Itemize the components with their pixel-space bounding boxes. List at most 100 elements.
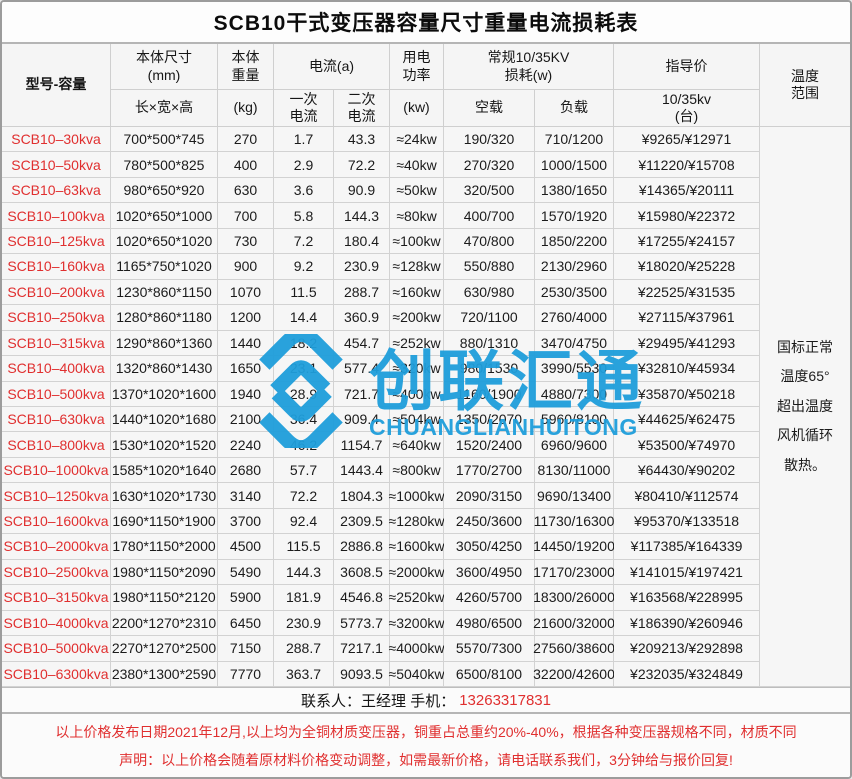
secondary-current-cell: 1154.7 — [334, 432, 390, 458]
weight-cell: 5490 — [218, 559, 274, 586]
model-cell: SCB10–5000kva — [2, 636, 111, 662]
model-cell: SCB10–3150kva — [2, 585, 111, 611]
model-cell: SCB10–400kva — [2, 356, 111, 382]
no-load-loss-cell: 1520/2400 — [444, 432, 535, 458]
secondary-current-cell: 4546.8 — [334, 585, 390, 611]
primary-current-cell: 1.7 — [274, 127, 334, 153]
power-cell: ≈1000kw — [389, 483, 444, 509]
header-load-loss: 负载 — [535, 90, 614, 127]
power-cell: ≈640kw — [390, 432, 444, 458]
size-cell: 2270*1270*2500 — [111, 636, 218, 662]
weight-cell: 7770 — [218, 661, 274, 687]
model-cell: SCB10–500kva — [2, 381, 111, 407]
model-cell: SCB10–2500kva — [2, 559, 111, 586]
load-loss-cell: 18300/26000 — [533, 585, 615, 611]
price-cell: ¥232035/¥324849 — [614, 661, 760, 687]
table-header: 型号-容量 本体尺寸 (mm) 本体 重量 电流(a) 用电 功率 常规10/3… — [2, 44, 850, 127]
power-cell: ≈400kw — [390, 381, 444, 407]
primary-current-cell: 46.2 — [274, 432, 334, 458]
price-cell: ¥44625/¥62475 — [614, 406, 760, 433]
power-cell: ≈100kw — [390, 228, 444, 255]
weight-cell: 1940 — [218, 381, 274, 407]
load-loss-cell: 6960/9600 — [535, 432, 614, 458]
size-cell: 980*650*920 — [111, 177, 218, 204]
header-current: 电流(a) — [274, 44, 390, 90]
header-price-unit: 10/35kv (台) — [614, 90, 760, 127]
primary-current-cell: 57.7 — [274, 457, 334, 484]
power-cell: ≈5040kw — [389, 661, 444, 687]
weight-cell: 1440 — [218, 330, 274, 357]
power-cell: ≈2520kw — [389, 585, 444, 611]
weight-cell: 2240 — [218, 432, 274, 458]
no-load-loss-cell: 470/800 — [444, 228, 535, 255]
no-load-loss-cell: 320/500 — [444, 177, 535, 204]
power-cell: ≈3200kw — [389, 610, 444, 637]
load-loss-cell: 21600/32000 — [533, 610, 615, 637]
model-cell: SCB10–125kva — [2, 228, 111, 255]
price-cell: ¥22525/¥31535 — [614, 279, 760, 306]
no-load-loss-cell: 5570/7300 — [444, 636, 535, 662]
primary-current-cell: 7.2 — [274, 228, 334, 255]
price-cell: ¥80410/¥112574 — [614, 483, 760, 509]
no-load-loss-cell: 1770/2700 — [444, 457, 535, 484]
weight-cell: 3140 — [218, 483, 274, 509]
primary-current-cell: 36.4 — [274, 406, 334, 433]
price-cell: ¥18020/¥25228 — [614, 254, 760, 280]
model-cell: SCB10–315kva — [2, 330, 111, 357]
primary-current-cell: 144.3 — [274, 559, 334, 586]
power-cell: ≈320kw — [390, 356, 444, 382]
no-load-loss-cell: 630/980 — [444, 279, 535, 306]
secondary-current-cell: 3608.5 — [334, 559, 390, 586]
primary-current-cell: 5.8 — [274, 203, 334, 229]
size-cell: 1690*1150*1900 — [111, 508, 218, 535]
primary-current-cell: 14.4 — [274, 305, 334, 331]
load-loss-cell: 1380/1650 — [535, 177, 614, 204]
power-cell: ≈2000kw — [389, 559, 444, 586]
model-cell: SCB10–6300kva — [2, 661, 111, 687]
secondary-current-cell: 7217.1 — [334, 636, 390, 662]
no-load-loss-cell: 6500/8100 — [444, 661, 535, 687]
weight-cell: 2100 — [218, 406, 274, 433]
size-cell: 1320*860*1430 — [111, 356, 218, 382]
no-load-loss-cell: 3600/4950 — [444, 559, 535, 586]
price-cell: ¥11220/¥15708 — [614, 152, 760, 178]
model-cell: SCB10–1000kva — [2, 457, 111, 484]
size-cell: 780*500*825 — [111, 152, 218, 178]
secondary-current-cell: 72.2 — [334, 152, 390, 178]
no-load-loss-cell: 2090/3150 — [444, 483, 535, 509]
size-cell: 2380*1300*2590 — [111, 661, 218, 687]
secondary-current-cell: 2309.5 — [334, 508, 390, 535]
primary-current-cell: 11.5 — [274, 279, 334, 306]
header-secondary-current: 二次 电流 — [334, 90, 390, 127]
model-cell: SCB10–630kva — [2, 406, 111, 433]
load-loss-cell: 8130/11000 — [535, 457, 614, 484]
weight-cell: 270 — [218, 127, 274, 153]
size-cell: 1585*1020*1640 — [111, 457, 218, 484]
model-cell: SCB10–50kva — [2, 152, 111, 178]
no-load-loss-cell: 3050/4250 — [444, 534, 535, 560]
load-loss-cell: 2760/4000 — [535, 305, 614, 331]
load-loss-cell: 5960/8100 — [535, 406, 614, 433]
header-temp-range: 温度 范围 — [760, 44, 850, 127]
header-model: 型号-容量 — [2, 44, 111, 127]
secondary-current-cell: 43.3 — [334, 127, 390, 153]
model-cell: SCB10–63kva — [2, 177, 111, 204]
table-body-wrap: SCB10–30kva 700*500*745 270 1.7 43.3 ≈24kw 190… — [2, 127, 850, 687]
load-loss-cell: 9690/13400 — [535, 483, 614, 509]
power-cell: ≈4000kw — [389, 636, 444, 662]
price-cell: ¥95370/¥133518 — [614, 508, 760, 535]
model-cell: SCB10–1250kva — [2, 483, 111, 509]
size-cell: 1020*650*1020 — [111, 228, 218, 255]
header-lwh: 长×宽×高 — [111, 90, 218, 127]
primary-current-cell: 288.7 — [274, 636, 334, 662]
load-loss-cell: 3470/4750 — [535, 330, 614, 357]
power-cell: ≈504kw — [390, 406, 444, 433]
price-cell: ¥209213/¥292898 — [614, 636, 760, 662]
no-load-loss-cell: 980/1530 — [444, 356, 535, 382]
no-load-loss-cell: 190/320 — [444, 127, 535, 153]
no-load-loss-cell: 2450/3600 — [444, 508, 535, 535]
secondary-current-cell: 454.7 — [334, 330, 390, 357]
power-cell: ≈800kw — [390, 457, 444, 484]
weight-cell: 900 — [218, 254, 274, 280]
